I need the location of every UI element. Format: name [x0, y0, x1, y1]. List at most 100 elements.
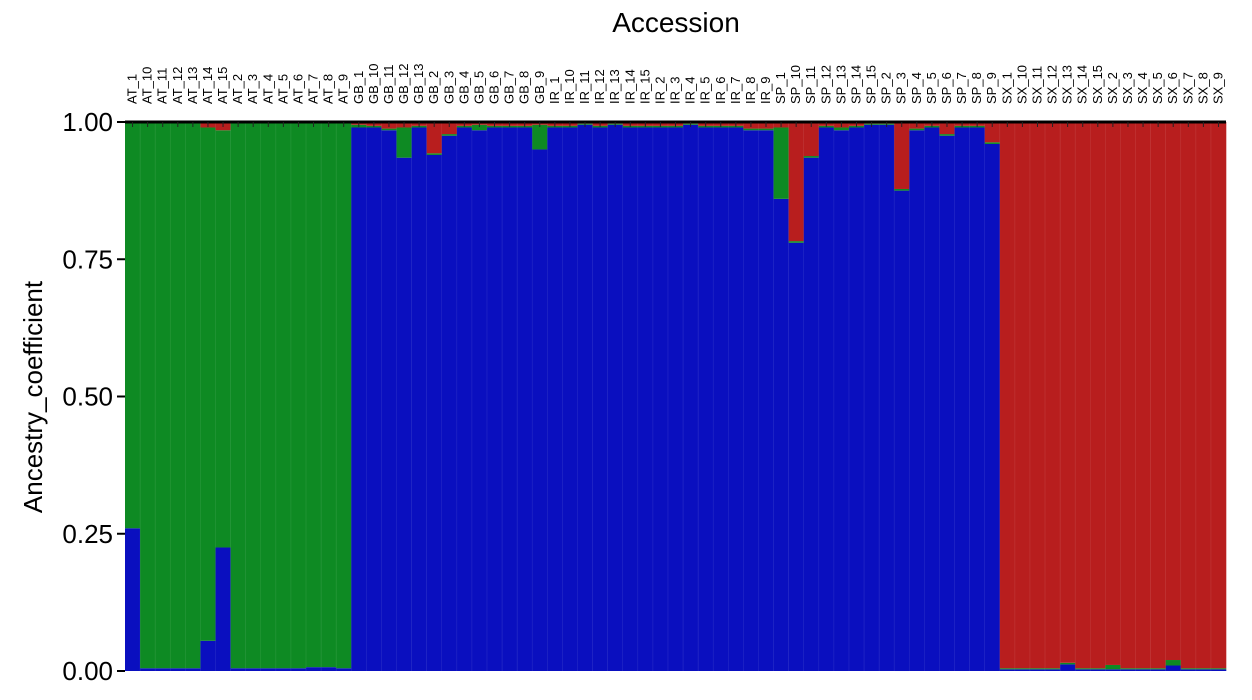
bar-segment-SX_2-blue [1105, 669, 1121, 671]
x-tick-label: GB_5 [471, 71, 486, 104]
bar-segment-IR_15-blue [637, 127, 654, 672]
bar-segment-SX_10-blue [1014, 669, 1031, 671]
x-tick-label: SP_15 [864, 65, 879, 104]
x-tick-label: SX_1 [999, 72, 1014, 104]
x-tick-label: GB_10 [366, 64, 381, 104]
bar-segment-SX_4-red [1135, 122, 1151, 669]
x-tick-label: AT_14 [200, 67, 215, 104]
bar-segment-SP_10-red [788, 122, 804, 242]
x-tick-label: IR_10 [562, 69, 577, 104]
bar-segment-GB_4-blue [456, 127, 473, 672]
x-tick-label: AT_10 [140, 67, 155, 104]
bar-segment-AT_5-blue [275, 668, 292, 671]
bar-segment-AT_4-green [260, 122, 277, 669]
bar-segment-SX_5-green [1150, 668, 1166, 670]
bar-segment-SX_9-red [1210, 122, 1227, 669]
x-tick-label: IR_15 [637, 69, 652, 104]
bar-segment-SX_5-red [1150, 122, 1166, 669]
bar-segment-AT_11-green [155, 122, 171, 669]
bar-segment-SX_3-red [1120, 122, 1136, 669]
bar-segment-SX_9-blue [1210, 669, 1227, 671]
bar-segment-SX_8-green [1195, 668, 1212, 670]
bar-segment-IR_11-blue [577, 124, 593, 671]
bar-segment-GB_3-blue [441, 135, 458, 672]
x-tick-label: SX_15 [1090, 65, 1105, 104]
x-tick-label: IR_11 [577, 70, 592, 104]
bar-segment-SX_7-green [1180, 668, 1197, 670]
bar-segment-GB_12-green [396, 127, 412, 158]
bar-segment-SX_15-red [1090, 122, 1106, 669]
x-tick-label: GB_2 [426, 71, 441, 104]
bar-segment-SX_13-green [1060, 662, 1076, 665]
bar-segment-SP_5-blue [924, 127, 940, 672]
y-tick-label: 0.25 [62, 519, 113, 549]
y-tick-label: 1.00 [62, 107, 113, 137]
x-tick-label: AT_1 [125, 74, 140, 104]
y-axis: 0.00 0.25 0.50 0.75 1.00 [62, 107, 125, 686]
bar-segment-IR_6-blue [713, 127, 729, 672]
bar-segment-AT_8-blue [321, 667, 337, 671]
bar-segment-SP_9-red [984, 122, 1001, 143]
bar-segment-AT_13-green [185, 122, 201, 669]
bar-segment-SX_15-green [1090, 668, 1106, 670]
bar-segment-SP_13-blue [833, 130, 850, 672]
x-tick-label: GB_6 [487, 71, 502, 104]
bar-segment-AT_7-green [305, 122, 322, 668]
y-tick-label: 0.50 [62, 382, 113, 412]
bar-segment-SP_9-blue [984, 143, 1001, 671]
bar-segment-AT_13-blue [185, 668, 201, 671]
x-tick-label: SP_11 [803, 66, 818, 104]
bar-segment-SP_6-blue [939, 135, 955, 672]
bar-segment-SP_3-red [894, 122, 910, 189]
bar-segment-SX_2-green [1105, 664, 1121, 670]
bar-segment-AT_6-blue [290, 668, 307, 671]
bar-segment-SX_11-blue [1029, 669, 1046, 671]
x-tick-label: IR_8 [743, 77, 758, 104]
x-tick-label: IR_1 [547, 77, 562, 104]
y-axis-label: Ancestry_coefficient [18, 280, 48, 513]
x-tick-label: GB_7 [502, 71, 517, 104]
x-tick-label: SX_11 [1029, 66, 1044, 104]
x-tick-label: IR_6 [713, 77, 728, 104]
bar-segment-GB_10-blue [366, 127, 382, 672]
x-tick-label: SX_10 [1014, 65, 1029, 104]
bar-segment-SX_9-green [1210, 668, 1227, 670]
x-tick-label: IR_7 [728, 77, 743, 104]
x-tick-label: GB_4 [456, 71, 471, 104]
bar-segment-AT_15-blue [215, 547, 231, 671]
bar-segment-SX_3-blue [1120, 669, 1136, 671]
bar-segment-IR_13-blue [607, 124, 624, 671]
bar-segment-IR_9-green [758, 128, 774, 131]
bar-segment-SX_8-red [1195, 122, 1212, 669]
bar-segment-SX_6-red [1165, 122, 1182, 661]
bar-segment-SP_12-blue [818, 127, 835, 672]
bar-segment-IR_7-blue [728, 127, 744, 672]
bar-segment-SX_6-blue [1165, 665, 1182, 671]
x-tick-label: GB_8 [517, 71, 532, 104]
bar-segment-SX_14-red [1075, 122, 1091, 669]
y-tick-label: 0.75 [62, 244, 113, 274]
bar-segment-GB_8-blue [517, 127, 533, 672]
x-tick-label: GB_12 [396, 64, 411, 104]
bar-segment-SP_3-green [894, 188, 910, 191]
x-tick-label: SX_7 [1180, 72, 1195, 104]
bar-segment-GB_7-blue [502, 127, 518, 672]
x-tick-label: AT_6 [290, 74, 305, 104]
x-tick-label: SP_6 [939, 72, 954, 104]
bar-segment-SP_11-red [803, 122, 820, 157]
bar-segment-SP_6-red [939, 122, 955, 135]
bar-segment-AT_15-green [215, 130, 231, 548]
x-tick-label: SX_5 [1150, 72, 1165, 104]
bar-segment-IR_1-blue [547, 127, 563, 672]
x-tick-label: IR_4 [683, 77, 698, 104]
bar-segment-SP_4-blue [909, 130, 925, 672]
bar-segment-SP_15-blue [864, 124, 880, 671]
bar-segment-GB_2-red [426, 122, 443, 154]
bar-segment-SX_14-green [1075, 668, 1091, 670]
bar-segment-AT_9-blue [336, 668, 352, 671]
x-tick-label: SX_12 [1045, 65, 1060, 104]
bar-segment-GB_9-blue [532, 149, 548, 671]
x-tick-label: AT_3 [245, 74, 260, 104]
x-tick-label: SP_5 [924, 72, 939, 104]
